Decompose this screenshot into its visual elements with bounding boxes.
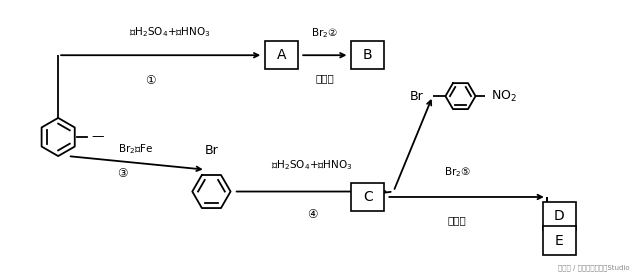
Text: Br: Br xyxy=(205,144,218,158)
Text: C: C xyxy=(363,190,372,204)
Text: Br$_2$⑤: Br$_2$⑤ xyxy=(444,165,471,179)
Text: Br$_2$②: Br$_2$② xyxy=(311,26,339,40)
Text: B: B xyxy=(363,48,372,62)
Text: 浓H$_2$SO$_4$+浓HNO$_3$: 浓H$_2$SO$_4$+浓HNO$_3$ xyxy=(129,25,211,39)
Text: D: D xyxy=(554,209,565,223)
Text: A: A xyxy=(277,48,287,62)
Text: —: — xyxy=(92,130,104,144)
Text: 催化剂: 催化剂 xyxy=(316,73,334,83)
FancyBboxPatch shape xyxy=(543,226,576,255)
Text: 头条号 / 迪水的中学化学Studio: 头条号 / 迪水的中学化学Studio xyxy=(558,264,630,271)
Text: ③: ③ xyxy=(118,167,128,180)
FancyBboxPatch shape xyxy=(351,41,385,69)
Text: ①: ① xyxy=(145,74,156,87)
FancyBboxPatch shape xyxy=(265,41,298,69)
Text: NO$_2$: NO$_2$ xyxy=(492,89,517,104)
FancyBboxPatch shape xyxy=(351,183,385,211)
Text: ④: ④ xyxy=(307,208,317,221)
Text: E: E xyxy=(555,234,564,248)
Text: 催化剂: 催化剂 xyxy=(448,215,467,225)
Text: 浓H$_2$SO$_4$+浓HNO$_3$: 浓H$_2$SO$_4$+浓HNO$_3$ xyxy=(271,159,353,172)
Text: Br$_2$、Fe: Br$_2$、Fe xyxy=(118,142,153,156)
Text: Br: Br xyxy=(410,90,423,102)
FancyBboxPatch shape xyxy=(543,202,576,230)
